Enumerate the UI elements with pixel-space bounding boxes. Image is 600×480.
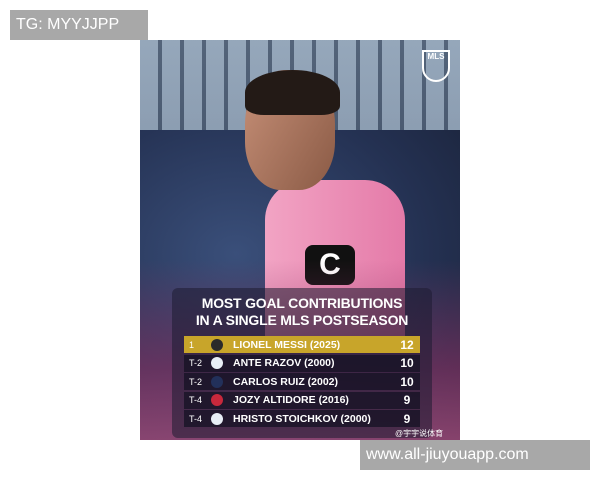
panel-title: MOST GOAL CONTRIBUTIONS IN A SINGLE MLS … <box>172 295 432 329</box>
ranking-row: T-4 JOZY ALTIDORE (2016) 9 <box>184 391 420 409</box>
ranking-row: T-2 CARLOS RUIZ (2002) 10 <box>184 373 420 391</box>
player-hair <box>245 70 340 115</box>
goal-contributions: 10 <box>400 374 414 389</box>
rank: T-4 <box>189 395 203 406</box>
rank: 1 <box>189 339 195 350</box>
ranking-row: T-4 HRISTO STOICHKOV (2000) 9 <box>184 410 420 428</box>
ranking-row: 1 LIONEL MESSI (2025) 12 <box>184 336 420 353</box>
rank: T-2 <box>189 376 203 387</box>
watermark-top: TG: MYYJJPP <box>10 10 148 40</box>
title-line-1: MOST GOAL CONTRIBUTIONS <box>201 295 403 311</box>
player-name: ANTE RAZOV (2000) <box>233 357 335 370</box>
player-name: LIONEL MESSI (2025) <box>233 338 341 351</box>
watermark-bottom: www.all-jiuyouapp.com <box>360 440 590 470</box>
messi-graphic: C MLS MOST GOAL CONTRIBUTIONS IN A SINGL… <box>140 40 460 440</box>
title-line-2: IN A SINGLE MLS POSTSEASON <box>195 312 409 328</box>
mls-logo-icon: MLS <box>422 50 450 82</box>
rank: T-4 <box>189 413 203 424</box>
club-logo-icon <box>211 394 223 407</box>
club-logo-icon <box>211 412 223 425</box>
club-logo-icon <box>211 375 223 388</box>
stats-panel: MOST GOAL CONTRIBUTIONS IN A SINGLE MLS … <box>172 288 432 438</box>
ranking-row: T-2 ANTE RAZOV (2000) 10 <box>184 354 420 372</box>
goal-contributions: 9 <box>403 411 411 426</box>
ranking-list: 1 LIONEL MESSI (2025) 12 T-2 ANTE RAZOV (200… <box>184 336 420 429</box>
rank: T-2 <box>189 358 203 369</box>
goal-contributions: 12 <box>400 337 414 352</box>
club-logo-icon <box>211 338 223 351</box>
club-logo-icon <box>211 357 223 370</box>
goal-contributions: 9 <box>403 393 411 408</box>
player-name: HRISTO STOICHKOV (2000) <box>233 412 371 425</box>
goal-contributions: 10 <box>400 356 414 371</box>
weibo-credit: @宇宇说体育 <box>395 429 444 438</box>
player-name: CARLOS RUIZ (2002) <box>233 375 339 388</box>
player-name: JOZY ALTIDORE (2016) <box>233 394 349 407</box>
